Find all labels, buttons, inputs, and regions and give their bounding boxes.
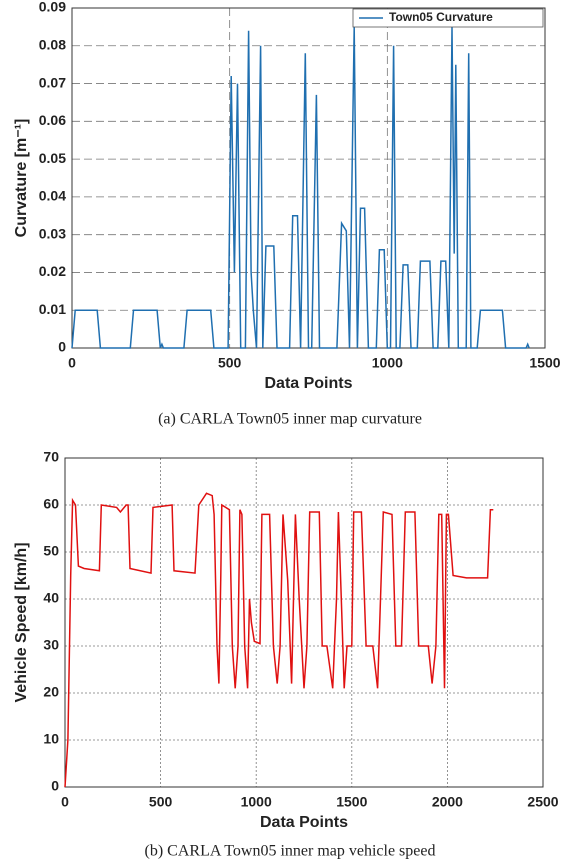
x-tick-label: 1500 bbox=[336, 794, 367, 810]
y-tick-label: 0.09 bbox=[39, 0, 66, 15]
data-line bbox=[71, 26, 530, 349]
y-axis-label: Vehicle Speed [km/h] bbox=[13, 542, 30, 702]
x-tick-label: 1000 bbox=[241, 794, 272, 810]
data-line bbox=[64, 492, 494, 788]
x-tick-label: 2000 bbox=[432, 794, 463, 810]
y-tick-label: 0.04 bbox=[39, 188, 66, 204]
y-tick-label: 0 bbox=[58, 339, 66, 355]
x-tick-label: 500 bbox=[218, 355, 242, 371]
y-tick-label: 60 bbox=[43, 496, 59, 512]
x-tick-label: 0 bbox=[68, 355, 76, 371]
plot-frame bbox=[64, 457, 544, 788]
y-tick-label: 70 bbox=[43, 449, 59, 465]
legend-label: Town05 Curvature bbox=[389, 10, 493, 24]
x-tick-label: 500 bbox=[149, 794, 173, 810]
y-tick-label: 0.07 bbox=[39, 74, 66, 90]
caption: (b) CARLA Town05 inner map vehicle speed bbox=[145, 843, 436, 860]
y-tick-label: 10 bbox=[43, 731, 59, 747]
y-axis-label: Curvature [m⁻¹] bbox=[13, 119, 30, 238]
y-tick-label: 0.03 bbox=[39, 225, 66, 241]
y-tick-label: 40 bbox=[43, 590, 59, 606]
y-tick-label: 0.01 bbox=[39, 301, 66, 317]
caption: (a) CARLA Town05 inner map curvature bbox=[158, 411, 422, 428]
y-tick-label: 0.06 bbox=[39, 112, 66, 128]
y-tick-label: 0.08 bbox=[39, 36, 66, 52]
y-tick-label: 0 bbox=[51, 778, 59, 794]
x-tick-label: 1500 bbox=[529, 355, 560, 371]
x-axis-label: Data Points bbox=[260, 814, 348, 831]
y-tick-label: 30 bbox=[43, 637, 59, 653]
y-tick-label: 20 bbox=[43, 684, 59, 700]
legend-box bbox=[352, 8, 544, 28]
y-tick-label: 0.02 bbox=[39, 263, 66, 279]
x-tick-label: 1000 bbox=[372, 355, 403, 371]
y-tick-label: 0.05 bbox=[39, 150, 66, 166]
x-tick-label: 2500 bbox=[527, 794, 558, 810]
x-tick-label: 0 bbox=[61, 794, 69, 810]
x-axis-label: Data Points bbox=[264, 375, 352, 392]
y-tick-label: 50 bbox=[43, 543, 59, 559]
